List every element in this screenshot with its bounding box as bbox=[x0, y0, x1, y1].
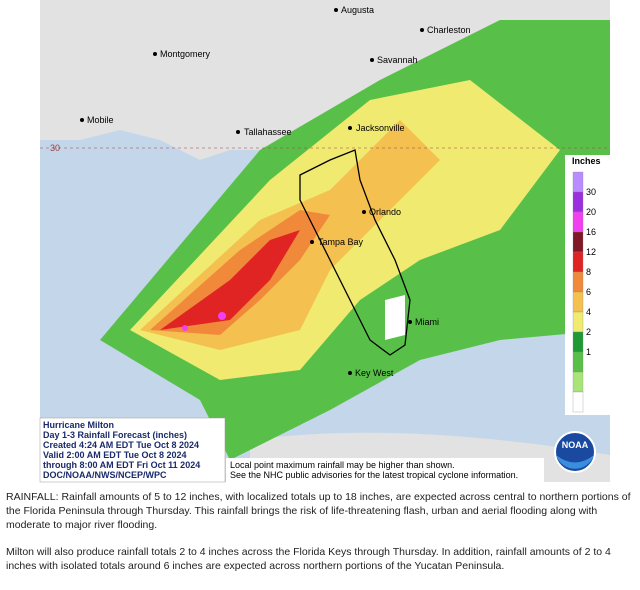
city-label: Mobile bbox=[87, 115, 114, 125]
legend-swatch bbox=[572, 251, 584, 273]
info-line: Hurricane Milton bbox=[43, 420, 114, 430]
city-label: Miami bbox=[415, 317, 439, 327]
legend-swatch bbox=[572, 351, 584, 373]
legend-swatch bbox=[572, 391, 584, 413]
legend-tick-label: 2 bbox=[586, 327, 591, 337]
disclaimer-box bbox=[226, 458, 544, 482]
city-label: Jacksonville bbox=[356, 123, 405, 133]
legend-tick-label: 12 bbox=[586, 247, 596, 257]
rain-12 bbox=[160, 230, 300, 330]
city-dot bbox=[334, 8, 338, 12]
legend-bg bbox=[565, 155, 610, 415]
city-label: Augusta bbox=[341, 5, 374, 15]
noaa-logo-wave bbox=[556, 455, 594, 469]
legend-swatch bbox=[572, 291, 584, 313]
paragraph: RAINFALL: Rainfall amounts of 5 to 12 in… bbox=[6, 491, 631, 531]
city-label: Montgomery bbox=[160, 49, 211, 59]
info-line: through 8:00 AM EDT Fri Oct 11 2024 bbox=[43, 460, 200, 470]
map: 30 Augusta Charleston Montgomery Savanna… bbox=[39, 0, 610, 483]
info-line: Valid 2:00 AM EDT Tue Oct 8 2024 bbox=[43, 450, 187, 460]
disclaimer: Local point maximum rainfall may be high… bbox=[230, 460, 455, 470]
legend-swatch bbox=[572, 231, 584, 253]
latitude-label: 30 bbox=[50, 143, 60, 153]
legend-tick-label: 4 bbox=[586, 307, 591, 317]
city-dot bbox=[348, 126, 352, 130]
rain-max bbox=[218, 312, 226, 320]
legend-tick-label: 30 bbox=[586, 187, 596, 197]
legend-tick-label: 1 bbox=[586, 347, 591, 357]
city-label: Key West bbox=[355, 368, 394, 378]
city-label: Orlando bbox=[369, 207, 401, 217]
legend-swatch bbox=[572, 211, 584, 233]
city-dot bbox=[370, 58, 374, 62]
legend-swatch bbox=[572, 171, 584, 193]
city-label: Charleston bbox=[427, 25, 471, 35]
paragraph: Milton will also produce rainfall totals… bbox=[6, 546, 611, 572]
city-label: Tampa Bay bbox=[318, 237, 364, 247]
info-line: Created 4:24 AM EDT Tue Oct 8 2024 bbox=[43, 440, 199, 450]
city-dot bbox=[153, 52, 157, 56]
legend-tick-label: 16 bbox=[586, 227, 596, 237]
city-dot bbox=[408, 320, 412, 324]
legend-tick-label: 20 bbox=[586, 207, 596, 217]
disclaimer: See the NHC public advisories for the la… bbox=[230, 470, 518, 480]
rain-max bbox=[182, 325, 188, 331]
legend-swatch bbox=[572, 311, 584, 333]
legend-swatch bbox=[572, 191, 584, 213]
city-dot bbox=[348, 371, 352, 375]
legend-swatch bbox=[572, 371, 584, 393]
city-dot bbox=[80, 118, 84, 122]
legend-tick-label: 6 bbox=[586, 287, 591, 297]
city-dot bbox=[362, 210, 366, 214]
florida-outline bbox=[299, 149, 411, 356]
city-dot bbox=[310, 240, 314, 244]
info-line: DOC/NOAA/NWS/NCEP/WPC bbox=[43, 470, 167, 480]
info-box bbox=[39, 417, 226, 483]
legend-title: Inches bbox=[572, 156, 601, 166]
info-line: Day 1-3 Rainfall Forecast (inches) bbox=[43, 430, 187, 440]
legend-tick-label: 8 bbox=[586, 267, 591, 277]
no-rain bbox=[385, 295, 405, 340]
city-dot bbox=[420, 28, 424, 32]
legend: Inches 30 20 16 12 8 6 4 2 1 bbox=[565, 155, 610, 415]
noaa-logo-text: NOAA bbox=[562, 440, 589, 450]
city-label: Tallahassee bbox=[244, 127, 292, 137]
city-label: Savannah bbox=[377, 55, 418, 65]
legend-swatch bbox=[572, 271, 584, 293]
cities: Augusta Charleston Montgomery Savannah M… bbox=[80, 5, 471, 378]
city-dot bbox=[236, 130, 240, 134]
legend-swatch bbox=[572, 331, 584, 353]
